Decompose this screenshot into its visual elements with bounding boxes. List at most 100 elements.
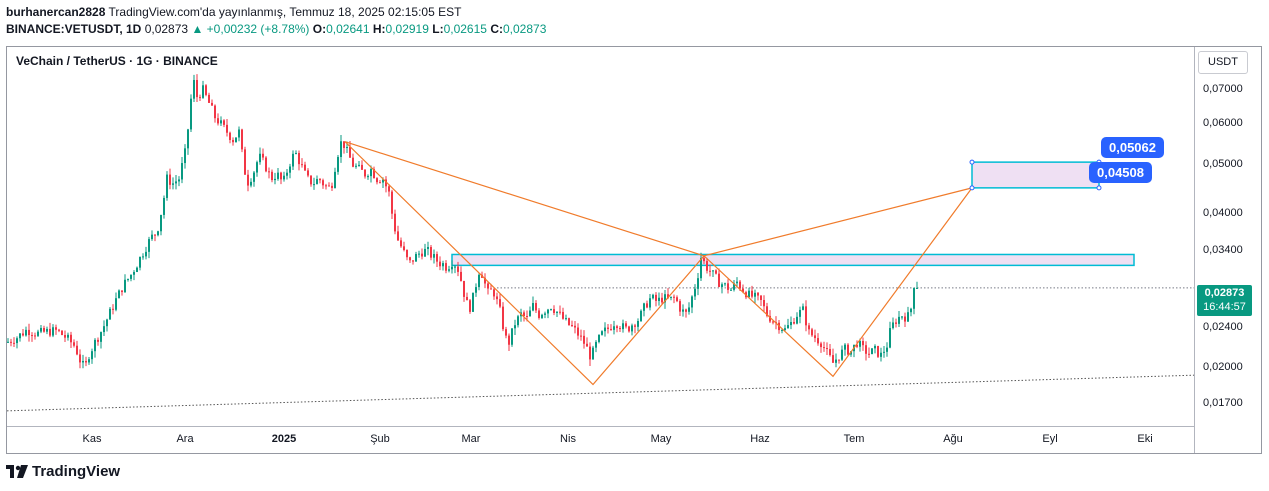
candle-body <box>232 139 234 143</box>
candle-body <box>874 345 876 349</box>
candle-body <box>769 315 771 322</box>
candle-body <box>151 234 153 240</box>
candle-body <box>406 249 408 258</box>
candle-body <box>94 339 96 352</box>
candle-body <box>616 326 618 329</box>
candle-body <box>760 295 762 300</box>
candle-body <box>370 169 372 177</box>
candle-body <box>247 174 249 186</box>
last-price: 0,02873 <box>144 22 189 36</box>
open-value: 0,02641 <box>326 22 370 36</box>
candle-body <box>706 261 708 271</box>
price-axis-divider <box>1194 47 1195 453</box>
candle-body <box>49 328 51 336</box>
candle-body <box>556 311 558 313</box>
zone-handle <box>1096 185 1102 191</box>
candle-body <box>181 163 183 180</box>
candle-body <box>916 287 918 289</box>
candle-body <box>535 303 537 311</box>
candle-body <box>898 316 900 324</box>
candle-body <box>205 85 207 95</box>
candle-body <box>640 310 642 322</box>
candle-body <box>484 277 486 284</box>
candle-body <box>721 284 723 287</box>
candle-body <box>52 327 54 336</box>
target-lower-label: 0,04508 <box>1089 162 1152 183</box>
currency-button[interactable]: USDT <box>1198 51 1248 74</box>
candle-body <box>772 321 774 323</box>
candle-body <box>805 306 807 326</box>
candle-body <box>10 341 12 343</box>
candle-body <box>397 231 399 241</box>
time-tick: 2025 <box>271 433 297 445</box>
candle-body <box>517 316 519 326</box>
time-tick: Ağu <box>943 433 963 445</box>
candle-body <box>115 298 117 310</box>
candle-body <box>586 343 588 347</box>
candle-body <box>448 269 450 271</box>
candle-body <box>382 179 384 183</box>
candle-body <box>184 148 186 164</box>
candle-body <box>226 124 228 133</box>
candle-body <box>358 164 360 166</box>
candle-body <box>190 98 192 130</box>
candle-body <box>844 344 846 350</box>
current-price-label: 0,02873 16:44:57 <box>1197 285 1252 316</box>
tradingview-logo[interactable]: TradingView <box>6 463 120 480</box>
published-text: TradingView.com'da yayınlanmış, Temmuz 1… <box>105 5 462 19</box>
candle-body <box>895 322 897 324</box>
candle-body <box>538 310 540 318</box>
candle-body <box>208 94 210 103</box>
price-plot[interactable] <box>7 47 1195 425</box>
candle-body <box>346 147 348 149</box>
time-tick: May <box>650 433 672 445</box>
candle-body <box>256 162 258 173</box>
candle-body <box>868 353 870 355</box>
pattern-connector-line <box>344 141 705 257</box>
candle-body <box>802 306 804 310</box>
candle-body <box>754 292 756 297</box>
candle-body <box>367 176 369 178</box>
candle-body <box>157 231 159 236</box>
candle-body <box>163 197 165 215</box>
candle-body <box>730 289 732 291</box>
candle-body <box>718 273 720 287</box>
candle-body <box>667 294 669 298</box>
candle-body <box>685 309 687 312</box>
candle-body <box>154 234 156 236</box>
candle-body <box>502 306 504 330</box>
candle-body <box>13 342 15 344</box>
candle-body <box>391 191 393 214</box>
candle-body <box>325 185 327 187</box>
price-tick: 0,04000 <box>1203 207 1243 220</box>
time-tick: Eyl <box>1042 433 1058 445</box>
candle-body <box>529 310 531 317</box>
high-label: H: <box>372 22 386 36</box>
current-price-value: 0,02873 <box>1204 287 1245 299</box>
author-name[interactable]: burhanercan2828 <box>6 5 106 19</box>
candle-body <box>553 309 555 313</box>
price-tick: 0,05000 <box>1203 157 1243 170</box>
candle-body <box>604 327 606 332</box>
candle-body <box>703 258 705 262</box>
candle-body <box>871 348 873 355</box>
time-tick: Haz <box>750 433 770 445</box>
candle-body <box>526 316 528 318</box>
candle-body <box>751 290 753 297</box>
candle-body <box>91 351 93 360</box>
candle-body <box>814 335 816 339</box>
candle-body <box>409 257 411 261</box>
candle-body <box>22 333 24 336</box>
candle-body <box>637 321 639 327</box>
candle-body <box>361 164 363 170</box>
candle-body <box>712 270 714 272</box>
candle-body <box>334 171 336 188</box>
candle-body <box>649 298 651 308</box>
plot-background <box>7 47 1195 425</box>
candle-body <box>817 338 819 344</box>
candle-body <box>655 294 657 301</box>
candle-body <box>337 157 339 172</box>
candle-body <box>295 152 297 154</box>
candle-body <box>583 335 585 344</box>
candle-body <box>715 270 717 274</box>
